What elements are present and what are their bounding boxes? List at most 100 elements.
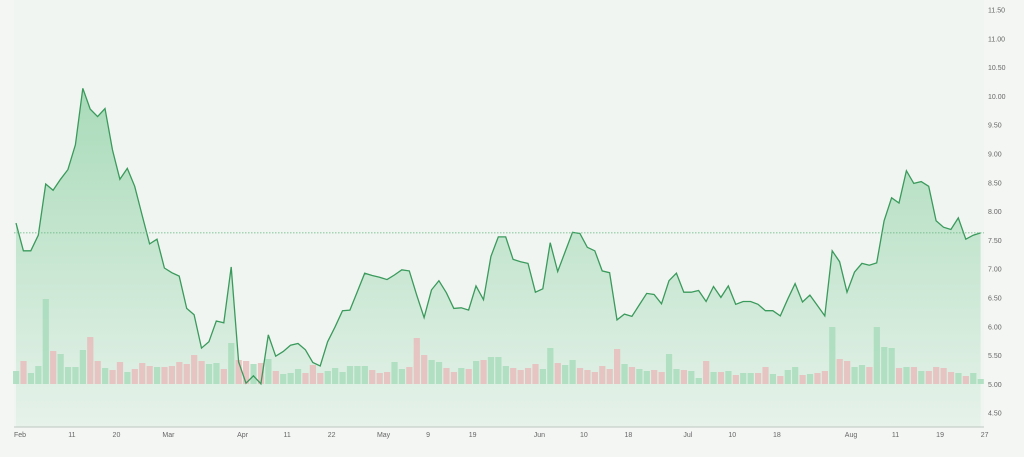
volume-bar bbox=[962, 376, 969, 384]
y-tick-label: 11.50 bbox=[988, 8, 1005, 15]
volume-bar bbox=[384, 372, 391, 384]
volume-bar bbox=[309, 365, 316, 384]
volume-bar bbox=[161, 367, 168, 384]
volume-bar bbox=[851, 367, 858, 384]
volume-bar bbox=[339, 372, 346, 384]
volume-bar bbox=[205, 364, 213, 384]
volume-bar bbox=[317, 373, 324, 384]
volume-bar bbox=[777, 376, 784, 384]
x-tick-label: 9 bbox=[426, 432, 430, 439]
volume-bar bbox=[710, 372, 717, 384]
x-tick-label: Aug bbox=[845, 432, 858, 439]
volume-bar bbox=[970, 373, 977, 384]
volume-bar bbox=[176, 362, 183, 384]
volume-bar bbox=[517, 370, 524, 384]
x-tick-label: Feb bbox=[14, 432, 26, 439]
volume-bar bbox=[376, 373, 383, 384]
x-tick-label: Apr bbox=[237, 432, 249, 439]
x-tick-label: 20 bbox=[113, 432, 121, 439]
x-tick-label: Jul bbox=[683, 432, 692, 439]
volume-bar bbox=[398, 369, 406, 384]
volume-bar bbox=[391, 362, 398, 384]
volume-bar bbox=[844, 361, 851, 384]
volume-bar bbox=[614, 349, 621, 384]
volume-bar bbox=[131, 369, 138, 384]
y-tick-label: 10.00 bbox=[988, 94, 1006, 101]
volume-bar bbox=[576, 368, 584, 384]
price-line bbox=[15, 88, 981, 386]
volume-bar bbox=[821, 371, 828, 384]
volume-bar bbox=[799, 375, 806, 384]
volume-bar bbox=[50, 351, 57, 384]
volume-bar bbox=[792, 367, 799, 384]
volume-bar bbox=[806, 374, 814, 384]
volume-bar bbox=[703, 361, 710, 384]
volume-bar bbox=[332, 368, 339, 384]
volume-bar bbox=[725, 371, 732, 384]
x-tick-label: Mar bbox=[162, 432, 175, 439]
volume-bar bbox=[354, 366, 361, 384]
y-tick-label: 7.50 bbox=[988, 238, 1002, 245]
volume-bar bbox=[643, 371, 650, 384]
volume-bar bbox=[146, 366, 153, 384]
volume-bar bbox=[294, 369, 302, 384]
y-tick-label: 8.50 bbox=[988, 180, 1002, 187]
volume-bar bbox=[606, 369, 613, 384]
volume-bar bbox=[895, 368, 903, 384]
volume-bar bbox=[250, 364, 257, 384]
y-tick-label: 10.50 bbox=[988, 65, 1006, 72]
volume-bar bbox=[406, 367, 413, 384]
x-tick-label: 11 bbox=[283, 432, 290, 439]
x-tick-label: 11 bbox=[68, 432, 75, 439]
volume-bar bbox=[361, 366, 368, 384]
volume-bar bbox=[947, 372, 955, 384]
volume-bar bbox=[651, 370, 658, 384]
volume-bar bbox=[591, 372, 598, 384]
volume-bar bbox=[510, 368, 517, 384]
volume-bar bbox=[554, 363, 561, 384]
y-tick-label: 6.00 bbox=[988, 324, 1002, 331]
x-tick-label: 22 bbox=[328, 432, 336, 439]
volume-bar bbox=[42, 299, 49, 384]
volume-bar bbox=[665, 354, 673, 384]
volume-bar bbox=[413, 338, 420, 384]
volume-bar bbox=[866, 367, 873, 384]
volume-bar bbox=[717, 372, 725, 384]
volume-bar bbox=[280, 374, 287, 384]
x-axis: Feb 11 20 Mar Apr 11 22 May 9 19 Jun 10 18 Jul 10 18 Aug… bbox=[14, 432, 989, 439]
volume-bar bbox=[473, 361, 480, 384]
x-tick-label: 10 bbox=[728, 432, 736, 439]
y-tick-label: 6.50 bbox=[988, 296, 1002, 303]
volume-bar bbox=[346, 366, 354, 384]
volume-bar bbox=[183, 364, 190, 384]
volume-bar bbox=[94, 361, 101, 384]
volume-bar bbox=[243, 361, 250, 384]
volume-bar bbox=[102, 368, 109, 384]
volume-bar bbox=[688, 371, 695, 384]
y-axis: 11.50 11.00 10.50 10.00 9.50 9.00 8.50 8.00 7.50… bbox=[988, 8, 1006, 418]
volume-bar bbox=[502, 366, 509, 384]
volume-bar bbox=[829, 327, 836, 384]
volume-bar bbox=[903, 367, 910, 384]
price-area bbox=[16, 88, 981, 428]
volume-bar bbox=[27, 373, 35, 384]
volume-bar bbox=[191, 355, 198, 384]
volume-bar bbox=[628, 367, 636, 384]
volume-bar bbox=[569, 360, 576, 384]
volume-bar bbox=[888, 348, 895, 384]
volume-bar bbox=[814, 373, 821, 384]
x-tick-label: 18 bbox=[625, 432, 633, 439]
volume-bar bbox=[213, 363, 220, 384]
y-tick-label: 9.00 bbox=[988, 152, 1002, 159]
volume-bar bbox=[198, 361, 205, 384]
volume-bar bbox=[235, 360, 242, 384]
x-tick-label: May bbox=[377, 432, 391, 439]
volume-bar bbox=[302, 373, 309, 384]
volume-bar bbox=[421, 355, 428, 384]
volume-bar bbox=[495, 357, 502, 384]
volume-bar bbox=[673, 369, 680, 384]
x-tick-label: 11 bbox=[892, 432, 899, 439]
volume-bar bbox=[153, 367, 161, 384]
volume-bar bbox=[428, 360, 435, 384]
volume-bar bbox=[57, 354, 64, 384]
